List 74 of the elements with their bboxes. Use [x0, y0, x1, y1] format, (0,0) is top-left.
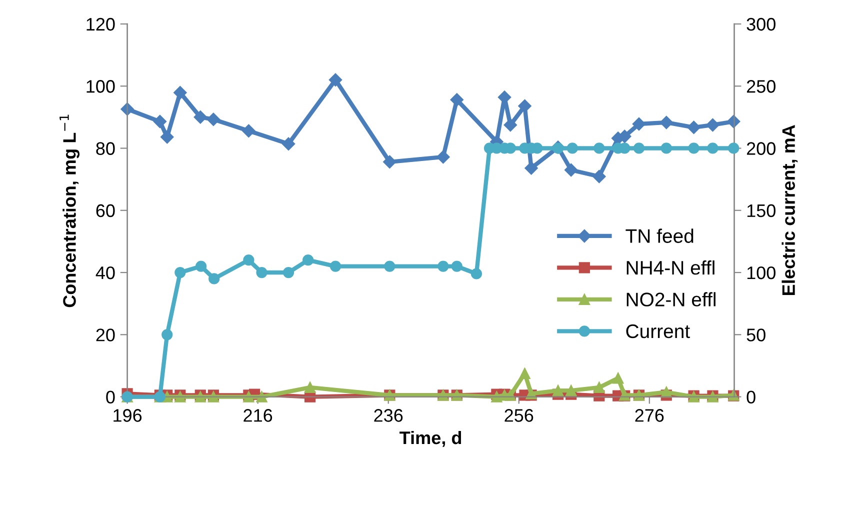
y2-tick-label: 0	[746, 390, 756, 404]
x-tick-label: 256	[504, 409, 534, 422]
x-tick-label: 236	[374, 409, 403, 422]
y-tick-label: 20	[96, 328, 115, 342]
point	[706, 118, 720, 132]
point	[384, 260, 396, 272]
point	[243, 254, 254, 266]
point	[552, 142, 564, 154]
point	[504, 118, 517, 132]
point	[174, 86, 187, 100]
point	[594, 382, 605, 394]
point	[328, 73, 342, 86]
x-tick-label: 216	[244, 409, 272, 422]
y-tick-label: 80	[96, 142, 115, 155]
point	[304, 382, 316, 394]
point	[618, 130, 632, 144]
point	[256, 391, 268, 402]
legend-label: NO2-N effl	[626, 292, 716, 306]
y-axis-title: Concentration, mg L$^{−1}$	[60, 114, 80, 308]
point	[282, 137, 296, 150]
point	[174, 266, 186, 278]
point	[612, 372, 624, 384]
point	[330, 260, 342, 272]
y2-axis-title: Electric current, mA	[782, 125, 798, 295]
point	[632, 117, 646, 131]
point	[660, 116, 673, 130]
point	[728, 142, 740, 154]
point	[688, 142, 700, 154]
point	[687, 120, 700, 134]
point	[195, 260, 207, 272]
point	[206, 112, 220, 126]
point	[594, 142, 605, 154]
x-tick-label: 276	[635, 409, 664, 422]
y-tick-label: 120	[86, 18, 115, 31]
point	[194, 110, 207, 124]
point	[383, 155, 396, 168]
point	[302, 254, 314, 266]
point	[208, 273, 220, 284]
y2-tick-label: 250	[746, 80, 776, 93]
point	[451, 260, 462, 272]
y-tick-label: 0	[106, 390, 115, 404]
y2-tick-label: 150	[747, 204, 776, 218]
x-tick-label: 196	[114, 409, 142, 422]
legend-label: NH4-N effl	[626, 260, 714, 275]
point	[256, 266, 268, 278]
point	[524, 162, 538, 175]
point	[282, 266, 294, 278]
y-tick-label: 100	[86, 80, 115, 93]
point	[566, 385, 577, 396]
y-tick-label: 60	[96, 204, 115, 218]
point	[592, 170, 606, 184]
y2-tick-label: 300	[746, 18, 776, 31]
point	[438, 260, 449, 272]
point	[160, 130, 174, 144]
point	[566, 142, 578, 154]
point	[552, 385, 564, 396]
point	[162, 329, 173, 340]
point	[436, 150, 450, 164]
point	[470, 268, 482, 280]
point	[153, 114, 167, 128]
point	[660, 142, 672, 154]
point	[564, 163, 578, 177]
legend-label: Current	[626, 324, 690, 338]
point	[519, 368, 530, 380]
y2-tick-label: 50	[746, 328, 766, 342]
y2-tick-label: 100	[747, 266, 776, 280]
point	[450, 93, 464, 106]
y-tick-label: 40	[96, 266, 115, 280]
legend-label: TN feed	[626, 228, 694, 243]
point	[707, 142, 718, 154]
point	[633, 142, 645, 154]
y2-tick-label: 200	[746, 142, 776, 155]
x-axis-title: Time, d	[400, 430, 462, 447]
point	[242, 124, 256, 138]
